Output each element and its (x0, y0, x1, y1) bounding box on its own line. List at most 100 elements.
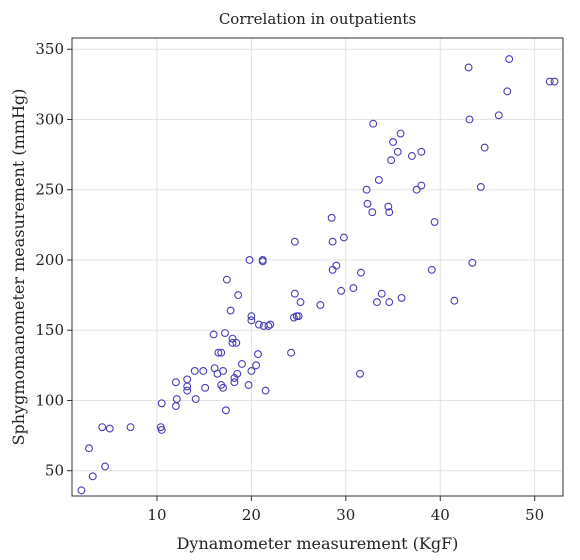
data-point (183, 386, 192, 395)
data-point (407, 152, 416, 160)
data-point (550, 77, 559, 86)
data-point (258, 256, 267, 264)
data-point (232, 338, 241, 347)
data-point (349, 284, 358, 293)
data-point (287, 348, 296, 357)
data-point (328, 237, 337, 246)
data-point (389, 138, 397, 146)
data-point (252, 361, 261, 370)
data-point (290, 289, 299, 298)
data-point (244, 381, 253, 389)
data-point (397, 293, 406, 302)
data-point (226, 306, 235, 315)
data-point (412, 185, 421, 194)
data-point (105, 424, 114, 433)
data-point (247, 316, 256, 325)
data-point (465, 115, 474, 124)
data-point (368, 208, 377, 217)
data-point (264, 322, 273, 330)
data-point (98, 423, 107, 432)
data-point (234, 291, 243, 300)
plot-frame (71, 37, 564, 497)
data-point (221, 329, 229, 337)
data-point (233, 369, 242, 378)
data-point (430, 218, 439, 226)
grid-lines (72, 38, 563, 496)
data-point (328, 265, 337, 274)
y-tick-label: 150 (35, 321, 64, 339)
y-axis-label: Sphygmomanometer measurement (mmHg) (9, 89, 28, 446)
data-point (191, 395, 200, 404)
data-point (126, 423, 135, 432)
data-point (339, 233, 348, 242)
data-point (157, 426, 166, 434)
data-point (183, 382, 192, 391)
data-point (384, 202, 393, 211)
data-point (427, 265, 436, 274)
x-tick-label: 10 (147, 506, 166, 524)
data-point (171, 378, 180, 387)
data-point (247, 312, 256, 321)
data-point (261, 386, 270, 395)
data-point (190, 367, 199, 375)
data-point (505, 55, 514, 64)
data-point (209, 330, 218, 339)
data-point (294, 312, 303, 321)
axis-ticks: 10 20 30 40 50 50 100 150 200 250 300 350 (35, 40, 544, 524)
data-point (362, 185, 371, 194)
data-point (545, 77, 554, 86)
data-point (377, 289, 386, 298)
data-point (393, 147, 402, 156)
data-point (245, 256, 254, 264)
data-point (214, 348, 223, 357)
data-point (290, 237, 299, 246)
data-point (255, 320, 263, 329)
data-point (247, 367, 256, 375)
data-point (480, 143, 489, 152)
data-point (417, 181, 426, 190)
data-point (337, 286, 346, 295)
y-tick-label: 250 (35, 181, 64, 199)
x-axis-label: Dynamometer measurement (KgF) (177, 534, 459, 553)
data-point (222, 275, 231, 284)
data-point (219, 383, 228, 392)
data-point (183, 375, 192, 384)
x-tick-label: 30 (336, 506, 355, 524)
data-point (385, 208, 394, 217)
x-tick-label: 20 (242, 506, 261, 524)
data-point (476, 182, 485, 191)
data-point (387, 156, 396, 165)
data-point (450, 296, 459, 305)
data-point (356, 369, 364, 378)
data-points (77, 55, 559, 495)
data-point (464, 63, 473, 72)
data-point (157, 399, 166, 408)
data-point (85, 444, 93, 453)
data-point (332, 261, 341, 270)
data-point (369, 119, 378, 128)
data-point (172, 395, 181, 404)
data-point (296, 298, 305, 307)
data-point (327, 213, 336, 222)
data-point (468, 258, 477, 267)
data-point (199, 367, 208, 375)
data-point (101, 462, 109, 471)
data-point (356, 268, 365, 277)
data-point (373, 298, 381, 307)
data-point (221, 406, 230, 415)
data-point (217, 348, 226, 357)
x-tick-label: 40 (431, 506, 450, 524)
y-tick-label: 200 (35, 251, 64, 269)
data-point (374, 175, 383, 184)
data-point (254, 350, 262, 359)
data-point (417, 147, 426, 156)
data-point (363, 199, 372, 208)
data-point (503, 87, 512, 96)
data-point (316, 300, 325, 309)
data-point (171, 402, 180, 411)
y-tick-label: 50 (45, 462, 64, 480)
data-point (385, 298, 394, 307)
data-point (396, 129, 405, 138)
data-point (77, 486, 86, 495)
